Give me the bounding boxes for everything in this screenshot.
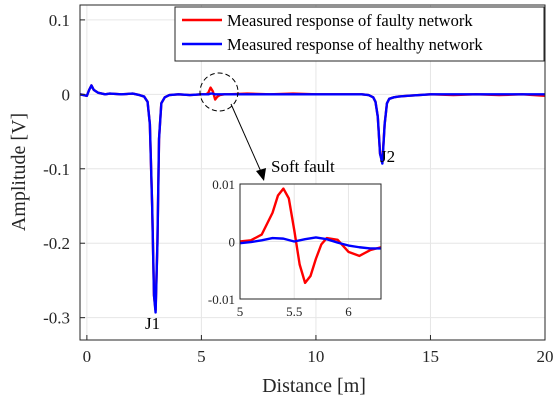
y-axis-label: Amplitude [V] — [8, 113, 30, 231]
fault-callout-arrow-line — [230, 103, 263, 175]
inset-chart: 5 5.5 6 0.01 0 -0.01 — [208, 177, 382, 319]
inset-x-tick-label: 5 — [237, 304, 244, 319]
inset-series-healthy-line — [239, 236, 381, 250]
x-tick-label: 0 — [83, 347, 92, 366]
plot-frame — [79, 4, 546, 341]
series-healthy-line — [79, 84, 545, 314]
x-axis-label: Distance [m] — [262, 375, 366, 397]
legend: Measured response of faulty network Meas… — [174, 6, 545, 62]
inset-series-group — [239, 187, 382, 285]
annotation-j1: J1 — [145, 314, 160, 333]
inset-y-tick-label: -0.01 — [208, 292, 235, 307]
y-tick-label: -0.1 — [43, 160, 70, 179]
x-tick-label: 20 — [537, 347, 554, 366]
annotation-soft-fault: Soft fault — [271, 157, 335, 176]
y-tick-label: -0.2 — [43, 234, 70, 253]
inset-x-tick-label: 6 — [345, 304, 352, 319]
inset-x-tick-label: 5.5 — [286, 304, 302, 319]
legend-label-healthy: Measured response of healthy network — [227, 35, 483, 54]
inset-series-faulty-line — [239, 187, 382, 285]
fault-highlight-circle — [199, 72, 239, 112]
fault-callout-arrowhead — [256, 168, 266, 181]
y-tick-label: 0 — [62, 85, 71, 104]
inset-ticks: 5 5.5 6 0.01 0 -0.01 — [208, 177, 352, 319]
x-tick-label: 5 — [197, 347, 206, 366]
annotation-j2: J2 — [380, 147, 395, 166]
main-ticks: 0 5 10 15 20 0.1 0 -0.1 -0.2 -0.3 — [43, 11, 553, 366]
inset-y-tick-label: 0 — [229, 235, 236, 250]
legend-box — [174, 6, 545, 62]
x-tick-label: 10 — [307, 347, 324, 366]
legend-label-faulty: Measured response of faulty network — [227, 11, 473, 30]
inset-frame — [239, 183, 382, 300]
x-tick-label: 15 — [422, 347, 439, 366]
y-tick-label: 0.1 — [49, 11, 70, 30]
main-series-group — [79, 84, 546, 314]
inset-y-tick-label: 0.01 — [212, 177, 235, 192]
y-tick-label: -0.3 — [43, 309, 70, 328]
